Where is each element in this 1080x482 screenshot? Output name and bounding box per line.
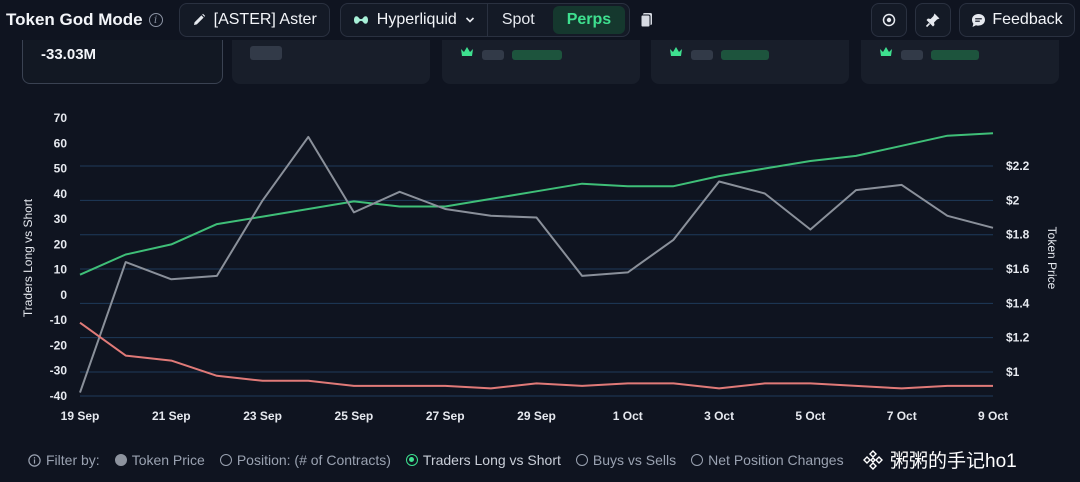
stat-card-value: -33.03M (41, 46, 97, 63)
filter-label: Buys vs Sells (592, 452, 677, 468)
token-label: [ASTER] Aster (213, 11, 317, 28)
y-left-tick-label: -30 (50, 364, 68, 378)
tab-spot[interactable]: Spot (501, 11, 535, 28)
pencil-icon (193, 13, 205, 25)
series-token-price-line (79, 135, 994, 393)
page-title: Token God Mode (6, 10, 143, 29)
binance-logo-icon (863, 449, 883, 470)
filter-traders-long-short[interactable]: Traders Long vs Short (405, 452, 561, 468)
brand: Token God Mode i (6, 10, 163, 30)
chevron-down-icon (465, 17, 474, 23)
y-right-tick-label: $1.8 (1006, 228, 1030, 242)
radio-icon (575, 454, 588, 466)
x-tick-label: 7 Oct (887, 409, 917, 423)
x-tick-label: 1 Oct (613, 409, 643, 423)
x-tick-label: 5 Oct (795, 409, 825, 423)
y-left-tick-label: -20 (50, 338, 68, 352)
filter-label: Token Price (131, 452, 205, 468)
filter-token-price[interactable]: Token Price (114, 452, 205, 468)
y-left-tick-label: 10 (54, 263, 68, 277)
filter-buys-vs-sells[interactable]: Buys vs Sells (575, 452, 677, 468)
crown-icon (461, 47, 473, 56)
redacted-value (931, 50, 979, 60)
series-position-line (79, 321, 993, 390)
y-left-tick-label: 20 (54, 237, 68, 251)
redacted-value (250, 46, 282, 60)
y-left-tick-label: 70 (54, 111, 68, 125)
x-tick-label: 27 Sep (426, 409, 465, 423)
hyperliquid-icon (353, 16, 368, 24)
redacted-value (691, 50, 713, 60)
chat-bubble-icon (972, 13, 986, 27)
feedback-button[interactable]: Feedback (959, 3, 1075, 37)
feedback-label: Feedback (992, 11, 1063, 28)
watermark-text: 粥粥的手记ho1 (890, 451, 1017, 472)
tab-perps[interactable]: Perps (552, 6, 626, 34)
venue-label: Hyperliquid (376, 11, 457, 28)
filter-position[interactable]: Position: (# of Contracts) (219, 452, 391, 468)
y-left-tick-label: 50 (54, 162, 68, 176)
filter-label: Position: (# of Contracts) (236, 452, 391, 468)
x-tick-label: 9 Oct (978, 409, 1008, 423)
y-left-tick-label: 30 (54, 212, 68, 226)
y-left-tick-label: 60 (54, 136, 68, 150)
x-tick-label: 25 Sep (335, 409, 374, 423)
stat-card-3 (442, 40, 640, 84)
pin-button[interactable] (915, 3, 951, 37)
top-bar: Token God Mode i [ASTER] Aster Hyperliqu… (0, 0, 1080, 40)
radio-icon (219, 454, 232, 466)
series-traders-long-short-line (79, 132, 994, 276)
venue-group: Hyperliquid Spot Perps (339, 3, 631, 37)
filter-prefix-label: Filter by: (46, 452, 100, 468)
filter-net-position[interactable]: Net Position Changes (691, 452, 844, 468)
redacted-value (512, 50, 562, 60)
y-right-tick-label: $1.2 (1006, 331, 1030, 345)
watermark: 粥粥的手记ho1 (862, 446, 1017, 473)
y-left-tick-label: 0 (60, 288, 67, 302)
radio-icon (691, 454, 704, 466)
y-left-axis-title: Traders Long vs Short (21, 198, 35, 317)
y-left-tick-label: 40 (54, 187, 68, 201)
chart-panel: $2.2 $2 $1.8 $1.6 $1.4 $1.2 $1 70 60 50 40 30 20 10 0 -… (0, 92, 1080, 432)
x-tick-label: 3 Oct (704, 409, 734, 423)
filter-bar: Filter by: Token Price Position: (# of C… (28, 450, 859, 470)
watch-button[interactable] (871, 3, 907, 37)
token-selector[interactable]: [ASTER] Aster (178, 3, 330, 37)
x-tick-label: 29 Sep (517, 409, 556, 423)
redacted-value (721, 50, 769, 60)
info-icon[interactable]: i (148, 13, 163, 27)
x-tick-label: 23 Sep (243, 409, 282, 423)
y-right-axis-title: Token Price (1045, 227, 1059, 290)
radio-icon (114, 454, 127, 466)
y-left-tick-label: -10 (50, 313, 68, 327)
info-icon (28, 453, 41, 467)
line-chart: $2.2 $2 $1.8 $1.6 $1.4 $1.2 $1 70 60 50 40 30 20 10 0 -… (21, 111, 1059, 423)
y-left-tick-label: -40 (50, 389, 68, 403)
venue-dropdown[interactable]: Hyperliquid (341, 4, 488, 36)
filter-prefix: Filter by: (28, 452, 100, 468)
stat-card-2 (232, 40, 430, 84)
crown-icon (670, 47, 682, 56)
redacted-value (482, 50, 504, 60)
redacted-value (901, 50, 923, 60)
x-tick-label: 21 Sep (152, 409, 191, 423)
y-right-tick-label: $1.4 (1006, 296, 1030, 310)
copy-icon[interactable] (640, 12, 654, 28)
pin-icon (925, 13, 940, 28)
y-right-tick-label: $2.2 (1006, 159, 1030, 173)
y-right-tick-label: $1 (1006, 365, 1020, 379)
eye-icon (882, 13, 896, 27)
crown-icon (880, 47, 892, 56)
radio-icon (405, 454, 418, 466)
stat-card-5 (861, 40, 1059, 84)
stat-card-4 (651, 40, 849, 84)
stat-card-net: -33.03M (22, 40, 223, 84)
x-tick-label: 19 Sep (61, 409, 100, 423)
filter-label: Net Position Changes (708, 452, 844, 468)
filter-label: Traders Long vs Short (422, 452, 561, 468)
y-right-tick-label: $2 (1006, 193, 1020, 207)
y-right-tick-label: $1.6 (1006, 262, 1030, 276)
